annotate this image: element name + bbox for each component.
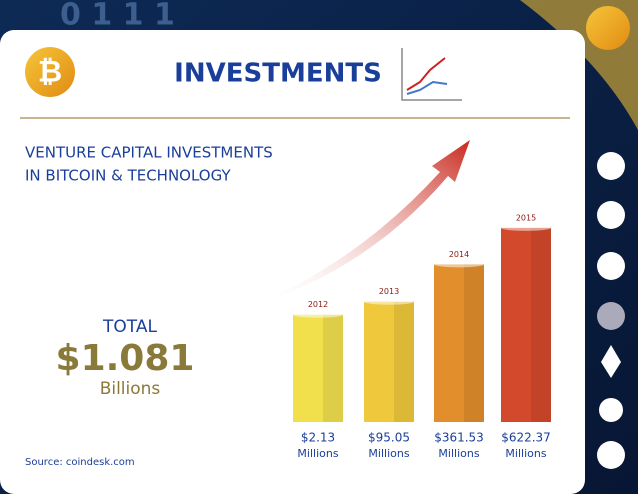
- value-label: $2.13: [301, 431, 335, 445]
- bar-top: [364, 298, 414, 305]
- source: Source: coindesk.com: [25, 457, 135, 468]
- total-value: $1.081: [56, 338, 195, 379]
- card: [0, 30, 585, 494]
- bar-top: [293, 311, 343, 318]
- unit-label: Millions: [297, 447, 338, 460]
- decor-digits: 0 1 1 1: [60, 0, 175, 33]
- bar-shade: [323, 314, 343, 422]
- unit-label: Millions: [368, 447, 409, 460]
- year-label: 2013: [379, 287, 399, 296]
- growth-arrow: [255, 140, 470, 305]
- bitcoin-logo: [25, 47, 75, 97]
- year-label: 2012: [308, 300, 328, 309]
- value-label: $95.05: [368, 431, 410, 445]
- bar-top: [434, 261, 484, 268]
- subtitle-line: IN BITCOIN & TECHNOLOGY: [25, 167, 231, 185]
- bar-shade: [394, 301, 414, 422]
- total-label: TOTAL: [102, 317, 157, 337]
- title: INVESTMENTS: [174, 59, 382, 89]
- unit-label: Millions: [505, 447, 546, 460]
- bar: [501, 227, 551, 422]
- total-unit: Billions: [100, 379, 161, 399]
- trend-icon: [401, 48, 462, 101]
- unit-label: Millions: [438, 447, 479, 460]
- subtitle-line: VENTURE CAPITAL INVESTMENTS: [25, 144, 273, 162]
- bar-shade: [464, 264, 484, 422]
- value-label: $622.37: [501, 431, 551, 445]
- value-label: $361.53: [434, 431, 484, 445]
- bar-shade: [531, 227, 551, 422]
- bitcoin-symbol: ₿: [38, 55, 62, 90]
- bar: [434, 264, 484, 422]
- coin-icon: [586, 6, 630, 50]
- bar: [293, 314, 343, 422]
- bar: [364, 301, 414, 422]
- bar-chart: 2012 $2.13 Millions 2013 $95.05 Millions 2014 $…: [293, 213, 551, 460]
- bar-top: [501, 224, 551, 231]
- year-label: 2015: [516, 213, 536, 222]
- side-icons: [597, 152, 625, 469]
- year-label: 2014: [449, 250, 469, 259]
